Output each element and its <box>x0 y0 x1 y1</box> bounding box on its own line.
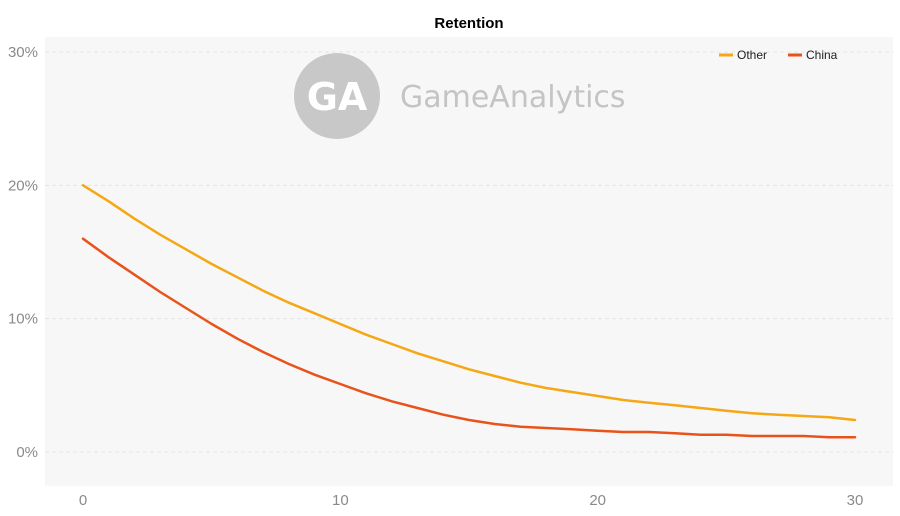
chart-title: Retention <box>434 15 503 32</box>
legend-label: Other <box>737 48 767 62</box>
y-tick-label: 10% <box>8 311 38 328</box>
plot-area <box>45 37 893 486</box>
x-tick-label: 10 <box>332 492 349 509</box>
y-axis-ticks: 0% 10% 20% 30% <box>8 44 38 461</box>
y-tick-label: 20% <box>8 177 38 194</box>
watermark-brand: GameAnalytics <box>400 80 626 115</box>
y-tick-label: 0% <box>16 444 38 461</box>
series-lines <box>81 184 857 439</box>
ga-logo-icon <box>294 53 380 139</box>
x-axis-ticks: 0 10 20 30 <box>79 492 864 509</box>
x-tick-label: 30 <box>847 492 864 509</box>
x-tick-label: 20 <box>589 492 606 509</box>
series-line-china <box>81 237 857 439</box>
y-tick-label: 30% <box>8 44 38 61</box>
watermark: GA GameAnalytics <box>294 53 626 139</box>
legend-label: China <box>806 48 838 62</box>
ga-logo-text: GA <box>307 75 368 119</box>
x-tick-label: 0 <box>79 492 87 509</box>
series-line-other <box>81 184 857 422</box>
legend: Other China <box>719 48 838 62</box>
grid-lines <box>45 51 893 453</box>
